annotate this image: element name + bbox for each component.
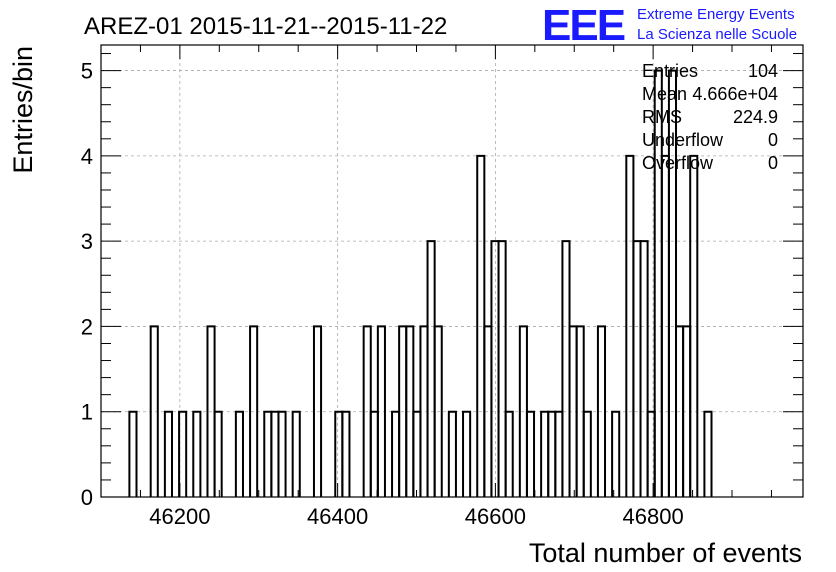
histogram-bin bbox=[447, 410, 457, 497]
histogram-bin bbox=[149, 325, 159, 497]
histogram-bin bbox=[369, 410, 379, 497]
plot-frame bbox=[100, 44, 804, 498]
stats-label: Mean bbox=[642, 84, 687, 104]
stats-label: RMS bbox=[642, 107, 682, 127]
histogram-bin bbox=[277, 410, 287, 497]
stats-value: 104 bbox=[748, 61, 778, 81]
histogram-bin bbox=[703, 410, 713, 497]
chart-title: AREZ-01 2015-11-21--2015-11-22 bbox=[84, 13, 447, 40]
histogram-bars bbox=[128, 69, 713, 497]
histogram-bin bbox=[249, 325, 259, 497]
x-tick-label: 46400 bbox=[307, 504, 368, 529]
histogram-bin bbox=[412, 410, 422, 497]
histogram-bin bbox=[667, 69, 678, 497]
histogram-bin bbox=[270, 410, 280, 497]
histogram-bin bbox=[525, 410, 536, 497]
histogram-bin bbox=[504, 410, 514, 497]
histogram-bin bbox=[213, 410, 223, 497]
y-tick-label: 0 bbox=[81, 485, 93, 510]
histogram-bin bbox=[163, 410, 173, 497]
x-tick-label: 46600 bbox=[465, 504, 526, 529]
stats-value: 0 bbox=[768, 130, 778, 150]
histogram-bin bbox=[582, 410, 592, 497]
eee-logo: EEE Extreme Energy Events La Scienza nel… bbox=[542, 1, 797, 50]
stats-label: Entries bbox=[642, 61, 698, 81]
y-tick-label: 1 bbox=[81, 400, 93, 425]
histogram-bin bbox=[426, 240, 436, 497]
histogram-bin bbox=[128, 410, 138, 497]
histogram-bin bbox=[497, 240, 507, 497]
histogram-bin bbox=[689, 154, 699, 497]
eee-logo-line1: Extreme Energy Events bbox=[637, 6, 795, 23]
stats-label: Overflow bbox=[642, 153, 714, 173]
y-tick-label: 2 bbox=[81, 314, 93, 339]
stats-label: Underflow bbox=[642, 130, 724, 150]
x-tick-label: 46200 bbox=[149, 504, 210, 529]
stats-box: Entries 104 Mean 4.666e+04 RMS 224.9 Underflow… bbox=[642, 61, 778, 173]
histogram-bin bbox=[312, 325, 323, 497]
x-tick-label: 46800 bbox=[623, 504, 684, 529]
histogram-bin bbox=[639, 240, 649, 497]
histogram-bin bbox=[554, 410, 564, 497]
x-axis-ticks: 46200 46400 46600 46800 bbox=[100, 45, 772, 529]
histogram-bin bbox=[632, 240, 642, 497]
stats-value: 4.666e+04 bbox=[692, 84, 778, 104]
y-axis-label: Entries/bin bbox=[8, 46, 38, 174]
histogram-bin bbox=[561, 240, 571, 497]
y-tick-label: 3 bbox=[81, 229, 93, 254]
histogram-bin bbox=[192, 410, 202, 497]
histogram-bin bbox=[234, 410, 244, 497]
eee-logo-line2: La Scienza nelle Scuole bbox=[637, 26, 797, 43]
histogram-bin bbox=[547, 410, 557, 497]
y-tick-label: 4 bbox=[81, 144, 93, 169]
histogram-bin bbox=[341, 410, 351, 497]
histogram-bin bbox=[646, 410, 656, 497]
histogram-bin bbox=[291, 410, 301, 497]
histogram-bin bbox=[391, 410, 401, 497]
stats-value: 224.9 bbox=[733, 107, 778, 127]
histogram-bin bbox=[376, 325, 386, 497]
y-tick-label: 5 bbox=[81, 59, 93, 84]
histogram-bin bbox=[334, 410, 344, 497]
eee-logo-mark: EEE bbox=[542, 1, 625, 50]
histogram-bin bbox=[263, 410, 273, 497]
histogram-bin bbox=[433, 325, 443, 497]
histogram-bin bbox=[611, 410, 621, 497]
histogram-bin bbox=[178, 410, 188, 497]
histogram-bin bbox=[540, 410, 550, 497]
histogram-bin bbox=[596, 325, 607, 497]
stats-value: 0 bbox=[768, 153, 778, 173]
y-axis-ticks: 0 1 2 3 4 5 bbox=[81, 53, 803, 510]
x-axis-label: Total number of events bbox=[529, 538, 802, 568]
histogram-bin bbox=[462, 410, 472, 497]
